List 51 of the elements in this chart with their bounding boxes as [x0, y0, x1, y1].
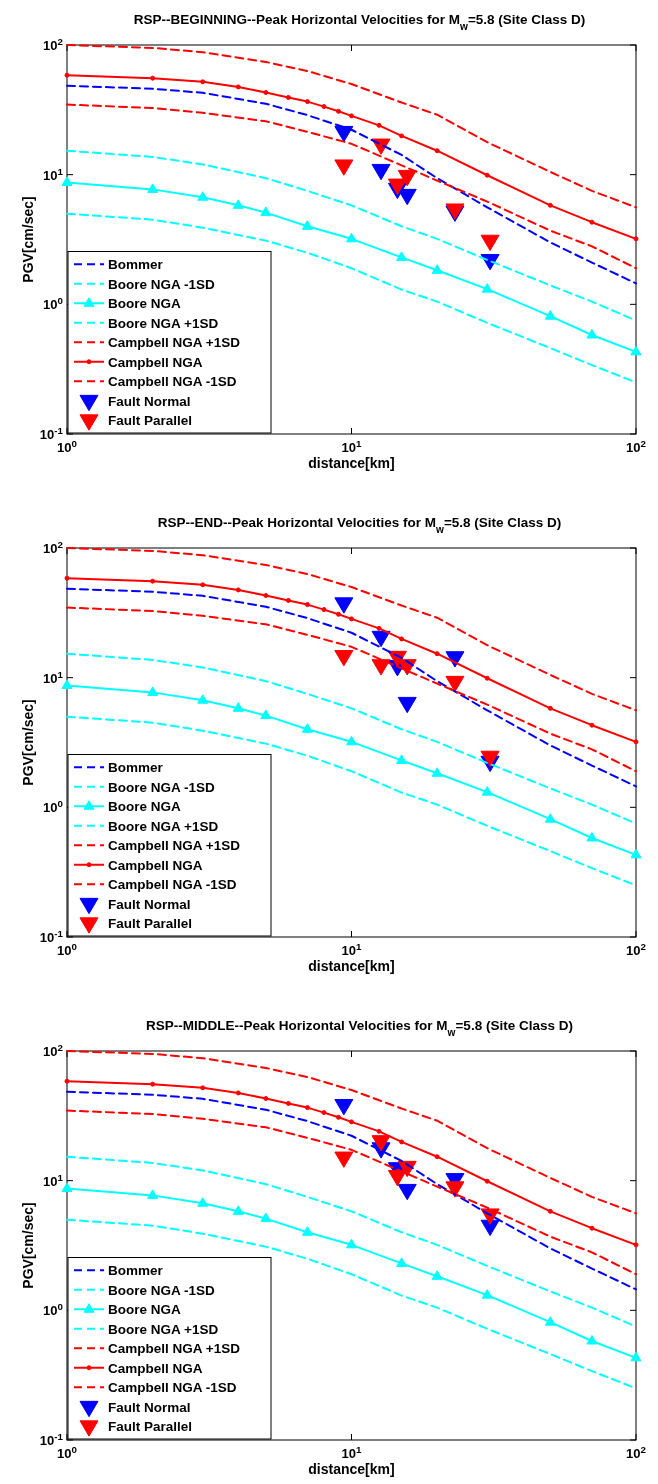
legend-label: Boore NGA	[108, 296, 181, 312]
legend-label: Campbell NGA +1SD	[108, 335, 241, 351]
legend-label: Boore NGA +1SD	[108, 818, 219, 834]
legend-label: Boore NGA +1SD	[108, 315, 219, 331]
x-tick-label: 10$^{2}$	[626, 437, 647, 455]
legend-label: Bommer	[108, 760, 164, 776]
legend-label: Fault Parallel	[108, 413, 193, 429]
legend-label: Fault Parallel	[108, 916, 193, 932]
y-tick-label: 10$^{2}$	[43, 538, 64, 556]
legend-label: Boore NGA -1SD	[108, 1282, 216, 1298]
legend-label: Bommer	[108, 257, 164, 273]
legend-label: Boore NGA	[108, 799, 181, 815]
legend-label: Campbell NGA +1SD	[108, 1341, 241, 1357]
x-tick-label: 10$^{1}$	[341, 940, 363, 958]
legend-label: Campbell NGA	[108, 354, 203, 370]
x-tick-label: 10$^{2}$	[626, 940, 647, 958]
chart-title: RSP--MIDDLE--Peak Horizontal Velocities for M$_{w}$=5.8 (Site Class D)	[146, 1018, 573, 1038]
legend-label: Campbell NGA	[108, 857, 203, 873]
legend-label: Campbell NGA	[108, 1360, 203, 1376]
x-axis-title: distance[km]	[308, 455, 395, 471]
legend-label: Fault Normal	[108, 896, 191, 912]
x-axis-title: distance[km]	[308, 958, 395, 974]
y-axis-title: PGV[cm/sec]	[20, 196, 36, 283]
y-axis-title: PGV[cm/sec]	[20, 699, 36, 786]
y-tick-label: 10$^{0}$	[43, 294, 64, 313]
y-axis-title: PGV[cm/sec]	[20, 1202, 36, 1289]
y-tick-label: 10$^{0}$	[43, 797, 64, 816]
legend-label: Campbell NGA -1SD	[108, 374, 237, 390]
y-tick-label: 10$^{1}$	[43, 1171, 64, 1189]
legend-label: Boore NGA	[108, 1302, 181, 1318]
x-axis-title: distance[km]	[308, 1461, 395, 1477]
y-tick-label: 10$^{2}$	[43, 1041, 64, 1059]
legend-label: Boore NGA +1SD	[108, 1321, 219, 1337]
x-tick-label: 10$^{1}$	[341, 437, 363, 455]
x-tick-label: 10$^{2}$	[626, 1443, 647, 1461]
legend-label: Campbell NGA -1SD	[108, 1380, 237, 1396]
legend-label: Boore NGA -1SD	[108, 276, 216, 292]
legend-label: Fault Parallel	[108, 1419, 193, 1435]
y-tick-label: 10$^{1}$	[43, 165, 64, 183]
legend-label: Campbell NGA -1SD	[108, 877, 237, 893]
chart-title: RSP--BEGINNING--Peak Horizontal Velocities for M$_{w}$=5.8 (Site Class D)	[133, 12, 586, 32]
legend-label: Boore NGA -1SD	[108, 779, 216, 795]
y-tick-label: 10$^{2}$	[43, 35, 64, 53]
legend-label: Fault Normal	[108, 1399, 191, 1415]
y-tick-label: 10$^{0}$	[43, 1300, 64, 1319]
chart-title: RSP--END--Peak Horizontal Velocities for M$_{w}$=5.8 (Site Class D)	[157, 515, 562, 535]
y-tick-label: 10$^{1}$	[43, 668, 64, 686]
legend-label: Campbell NGA +1SD	[108, 838, 241, 854]
x-tick-label: 10$^{1}$	[341, 1443, 363, 1461]
legend-label: Fault Normal	[108, 393, 191, 409]
legend-label: Bommer	[108, 1263, 164, 1279]
